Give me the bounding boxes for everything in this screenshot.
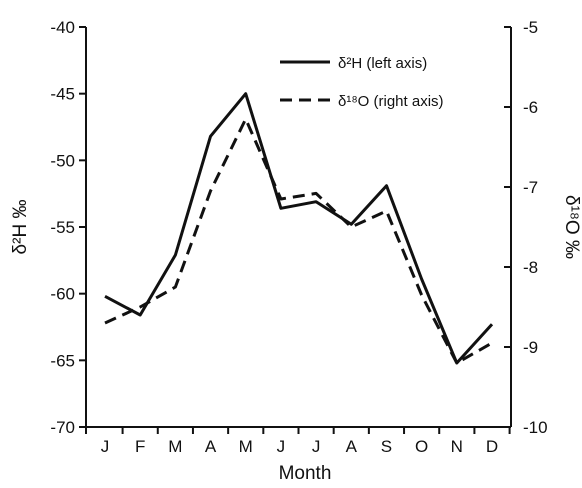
x-tick-label: J — [101, 437, 110, 456]
right-tick-label: -9 — [523, 338, 538, 357]
right-tick-label: -5 — [523, 18, 538, 37]
right-tick-label: -8 — [523, 258, 538, 277]
plot-frame — [85, 27, 512, 428]
left-axis-ticks: -70 -65 -60 -55 -50 -45 -40 — [50, 18, 86, 437]
x-tick-label: M — [239, 437, 253, 456]
left-tick-label: -70 — [50, 418, 75, 437]
left-axis-title: δ²H ‰ — [10, 200, 31, 255]
x-tick-label: J — [312, 437, 321, 456]
right-tick-label: -6 — [523, 98, 538, 117]
x-tick-label: J — [277, 437, 286, 456]
series-line-d2h — [104, 92, 494, 365]
x-tick-label: D — [486, 437, 498, 456]
x-tick-label: M — [168, 437, 182, 456]
legend-label: δ¹⁸O (right axis) — [338, 93, 444, 110]
series-group — [104, 92, 494, 365]
left-tick-label: -65 — [50, 351, 75, 370]
right-tick-label: -7 — [523, 178, 538, 197]
x-tick-label: A — [205, 437, 217, 456]
right-tick-label: -10 — [523, 418, 548, 437]
x-axis-title: Month — [279, 463, 332, 484]
x-tick-label: F — [135, 437, 145, 456]
left-tick-label: -40 — [50, 18, 75, 37]
legend: δ²H (left axis) δ¹⁸O (right axis) — [280, 55, 444, 110]
left-tick-label: -60 — [50, 285, 75, 304]
series-line-d18o — [104, 117, 493, 365]
x-tick-label: N — [451, 437, 463, 456]
x-tick-label: A — [346, 437, 358, 456]
left-tick-label: -50 — [50, 151, 75, 170]
x-tick-label: S — [381, 437, 392, 456]
right-axis-title: δ¹⁸O ‰ — [561, 195, 582, 259]
left-tick-label: -45 — [50, 85, 75, 104]
left-tick-label: -55 — [50, 218, 75, 237]
x-tick-label: O — [415, 437, 428, 456]
legend-label: δ²H (left axis) — [338, 55, 427, 72]
right-axis-ticks: -10 -9 -8 -7 -6 -5 — [504, 18, 548, 437]
